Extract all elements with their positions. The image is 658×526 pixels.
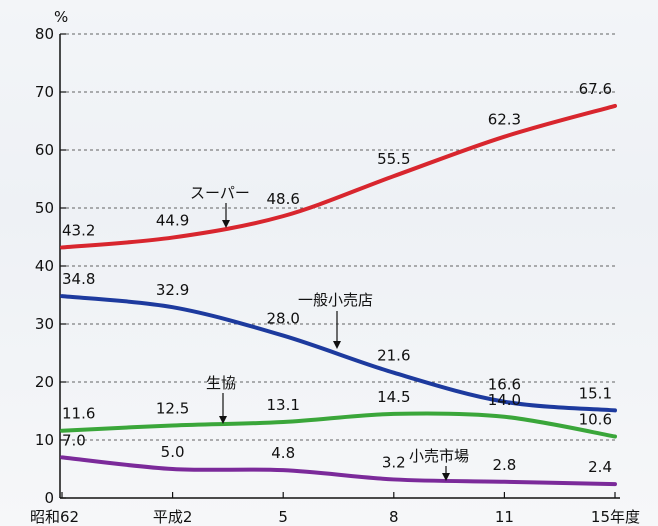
- arrowhead-kouri: [442, 473, 450, 481]
- y-tick-label: 10: [35, 431, 54, 449]
- x-tick-label: 8: [389, 508, 399, 526]
- data-labels: 43.2 44.9 48.6 55.5 62.3 67.6 34.8 32.9 28.0 21.6…: [62, 80, 612, 476]
- data-label: 48.6: [266, 190, 299, 208]
- data-label: 67.6: [579, 80, 612, 98]
- data-label: 28.0: [266, 310, 299, 328]
- data-label: 32.9: [156, 281, 189, 299]
- y-tick-label: 0: [44, 489, 54, 507]
- series-line-0: [60, 103, 617, 250]
- x-tick-label: 15年度: [591, 508, 640, 526]
- x-tick-label: 11: [495, 508, 514, 526]
- series-label-super: スーパー: [190, 184, 250, 202]
- series-lines: [60, 103, 617, 487]
- y-tick-label: 20: [35, 373, 54, 391]
- data-label: 11.6: [62, 405, 95, 423]
- series-line-3: [60, 455, 617, 487]
- data-label: 4.8: [271, 444, 295, 462]
- data-label: 34.8: [62, 270, 95, 288]
- y-tick-label: 60: [35, 141, 54, 159]
- data-label: 12.5: [156, 400, 189, 418]
- data-label: 2.4: [588, 458, 612, 476]
- data-label: 15.1: [579, 384, 612, 402]
- x-tick-label: 平成2: [153, 508, 193, 526]
- data-label: 62.3: [488, 111, 521, 129]
- data-label: 21.6: [377, 347, 410, 365]
- series-label-kouri: 小売市場: [409, 447, 469, 465]
- series-label-seikyo: 生協: [206, 374, 236, 392]
- y-ticks: 0 10 20 30 40 50 60 70 80: [35, 25, 66, 507]
- y-unit-label: %: [54, 8, 68, 26]
- data-label: 16.6: [488, 376, 521, 394]
- arrowhead-super: [222, 220, 230, 228]
- data-label: 10.6: [579, 411, 612, 429]
- series-line-1: [60, 294, 617, 413]
- data-label: 3.2: [382, 453, 406, 471]
- series-annotations: スーパー 一般小売店 生協 小売市場: [190, 184, 469, 481]
- data-label: 2.8: [492, 456, 516, 474]
- y-tick-label: 30: [35, 315, 54, 333]
- y-tick-label: 50: [35, 199, 54, 217]
- y-tick-label: 70: [35, 83, 54, 101]
- arrowhead-ippan: [333, 341, 341, 349]
- series-line-2: [60, 411, 617, 439]
- data-label: 14.0: [488, 391, 521, 409]
- y-tick-label: 40: [35, 257, 54, 275]
- data-label: 43.2: [62, 221, 95, 239]
- data-label: 44.9: [156, 212, 189, 230]
- gridlines: [60, 33, 615, 441]
- data-label: 14.5: [377, 388, 410, 406]
- series-label-ippan: 一般小売店: [298, 291, 373, 309]
- x-tick-label: 昭和62: [30, 508, 79, 526]
- x-tick-label: 5: [278, 508, 288, 526]
- x-ticks: 昭和62 平成2 5 8 11 15年度: [30, 492, 640, 526]
- data-label: 7.0: [62, 431, 86, 449]
- y-tick-label: 80: [35, 25, 54, 43]
- axes: %: [54, 8, 620, 499]
- data-label: 13.1: [266, 396, 299, 414]
- data-label: 55.5: [377, 150, 410, 168]
- arrowhead-seikyo: [219, 416, 227, 424]
- data-label: 5.0: [161, 443, 185, 461]
